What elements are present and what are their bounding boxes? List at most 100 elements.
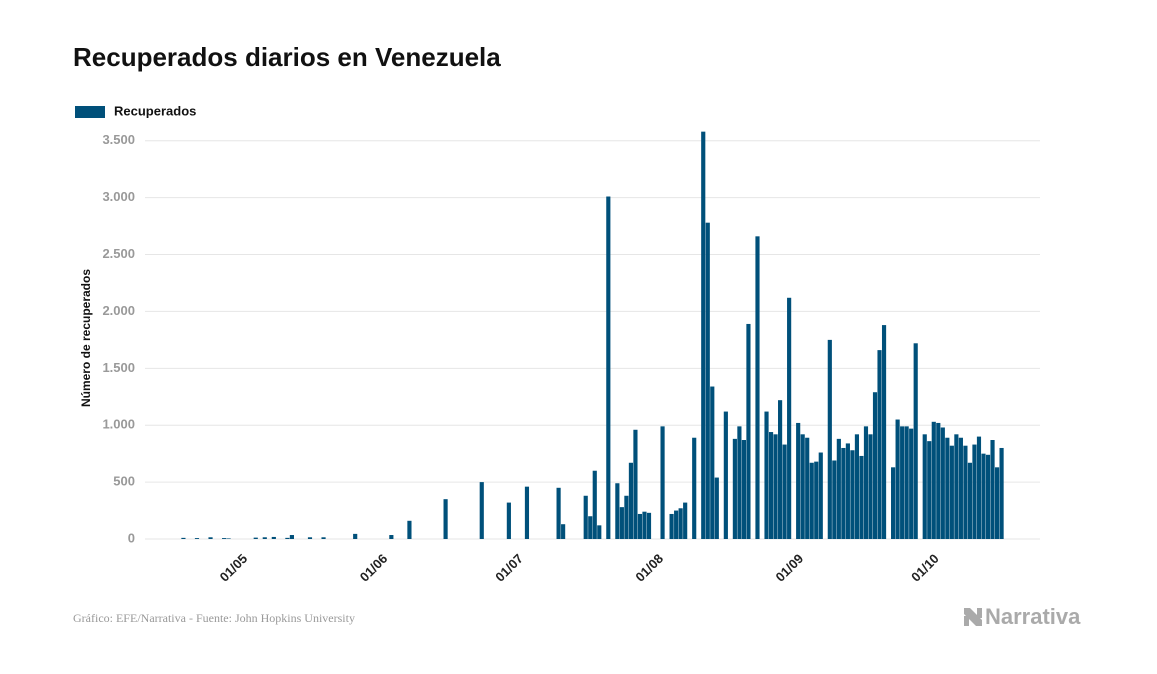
bar — [714, 477, 719, 539]
bar — [922, 434, 927, 539]
bar — [556, 487, 561, 539]
bar — [646, 512, 652, 539]
bar — [827, 339, 832, 539]
bar — [321, 537, 326, 539]
y-tick-label: 2.000 — [102, 303, 135, 318]
bar — [683, 502, 688, 539]
bar — [615, 483, 620, 539]
bar — [479, 482, 484, 539]
y-tick-label: 0 — [128, 530, 135, 545]
logo-icon — [964, 608, 982, 626]
chart-title: Recuperados diarios en Venezuela — [73, 42, 501, 72]
bar — [931, 421, 936, 539]
bar — [841, 447, 846, 539]
bar — [692, 437, 697, 539]
bar — [755, 236, 760, 539]
bar — [592, 470, 597, 539]
bar — [954, 434, 959, 539]
bar — [633, 429, 638, 539]
bar — [737, 426, 742, 539]
bar — [859, 455, 864, 539]
legend-label: Recuperados — [114, 103, 196, 118]
bar — [927, 441, 932, 539]
x-tick-label: 01/08 — [632, 551, 666, 585]
x-tick-label: 01/05 — [217, 551, 251, 585]
x-tick-label: 01/06 — [357, 551, 391, 585]
bar — [990, 440, 995, 539]
bar — [674, 510, 679, 539]
bar — [768, 432, 774, 539]
legend-swatch — [75, 106, 105, 118]
bar — [787, 297, 792, 539]
bar — [506, 502, 511, 539]
bar — [669, 513, 674, 539]
bar — [778, 400, 783, 539]
bar — [289, 535, 294, 539]
bar — [809, 462, 814, 539]
bar — [443, 499, 448, 539]
bar — [814, 461, 819, 539]
bar — [972, 444, 977, 539]
logo: Narrativa — [985, 604, 1081, 629]
bar — [285, 537, 290, 539]
bar — [863, 426, 869, 539]
bar — [181, 537, 186, 539]
bar — [949, 445, 954, 539]
bar — [854, 434, 860, 539]
bar — [678, 508, 683, 539]
bar — [963, 445, 968, 539]
bar — [976, 436, 982, 539]
bar — [637, 513, 643, 539]
bar — [782, 444, 787, 539]
bar — [945, 437, 950, 539]
source: Gráfico: EFE/Narrativa - Fuente: John Ho… — [73, 611, 355, 625]
bar — [850, 450, 855, 539]
bar — [773, 434, 778, 539]
bar — [262, 537, 267, 539]
bar — [805, 437, 810, 539]
y-tick-label: 1.000 — [102, 417, 135, 432]
bar — [723, 411, 728, 539]
bar — [222, 538, 227, 539]
x-tick-label: 01/07 — [492, 551, 526, 585]
bar — [900, 426, 905, 539]
bar — [994, 467, 1000, 539]
bar — [208, 537, 213, 539]
bar — [940, 427, 945, 539]
bar — [194, 538, 200, 539]
bar — [796, 422, 801, 539]
bar — [705, 222, 710, 539]
bar — [832, 460, 837, 539]
bar — [981, 453, 986, 539]
bar — [701, 131, 706, 539]
bar — [307, 537, 313, 539]
y-tick-label: 3.000 — [102, 189, 135, 204]
bar — [985, 454, 991, 539]
bar — [741, 440, 747, 539]
y-tick-label: 2.500 — [102, 246, 135, 261]
bar — [872, 392, 878, 539]
y-tick-label: 3.500 — [102, 132, 135, 147]
bar — [660, 426, 665, 539]
bar — [958, 437, 963, 539]
bar — [881, 325, 887, 539]
bar — [710, 386, 715, 539]
bar — [642, 511, 647, 539]
bar — [999, 447, 1004, 539]
bar — [624, 495, 629, 539]
bar — [253, 537, 258, 539]
bar — [389, 535, 394, 539]
bar — [904, 426, 909, 539]
y-tick-label: 500 — [113, 474, 135, 489]
y-axis-label: Número de recuperados — [79, 269, 93, 407]
y-tick-label: 1.500 — [102, 360, 135, 375]
bar — [868, 434, 873, 539]
bar — [407, 520, 412, 539]
bar — [628, 462, 634, 539]
bar — [967, 462, 973, 539]
bar — [561, 524, 566, 539]
bar — [800, 434, 805, 539]
bar — [891, 467, 896, 539]
bar — [597, 525, 602, 539]
